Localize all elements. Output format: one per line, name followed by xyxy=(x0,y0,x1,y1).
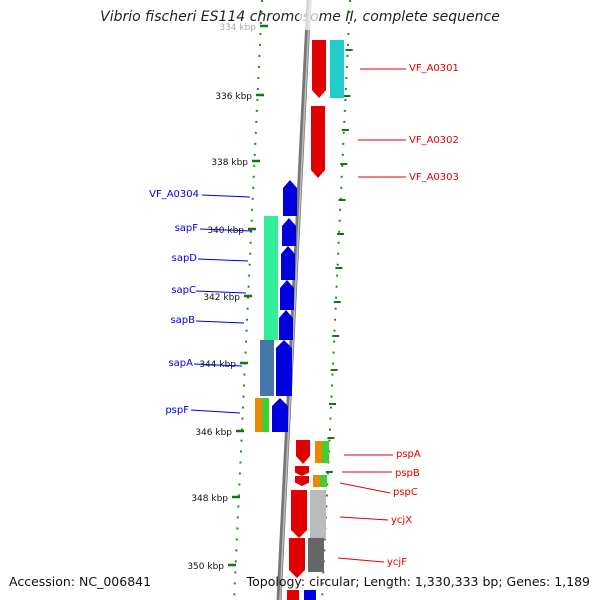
scale-label: 350 kbp xyxy=(187,562,224,572)
label-sapB: sapB xyxy=(170,315,195,326)
gene-labels: VF_A0301 VF_A0302 VF_A0303 pspA pspB pspC ycjX… xyxy=(149,63,459,568)
gene-ycjX xyxy=(291,490,307,538)
label-VF_A0304: VF_A0304 xyxy=(149,189,199,200)
gene-sap-category xyxy=(264,216,278,340)
scale-label: 340 kbp xyxy=(207,226,244,236)
gene-features xyxy=(255,40,344,600)
label-ycjF: ycjF xyxy=(387,557,407,568)
dotted-guides xyxy=(233,0,351,600)
gene-sapA-category xyxy=(260,340,274,396)
gene-next-forward xyxy=(287,590,299,600)
scale-label: 336 kbp xyxy=(215,92,252,102)
gene-pspA-category-1 xyxy=(315,441,322,463)
gene-ycjF xyxy=(289,538,305,578)
top-fade xyxy=(299,0,319,30)
gene-pspF xyxy=(272,398,288,432)
label-sapF: sapF xyxy=(175,223,199,234)
label-sapC-leader xyxy=(195,290,247,294)
gene-VF_A0301-category xyxy=(330,40,344,98)
label-pspC: pspC xyxy=(393,487,418,498)
gene-sapD xyxy=(281,246,295,280)
scale-label: 338 kbp xyxy=(211,158,248,168)
accession-label: Accession: NC_006841 xyxy=(9,574,152,589)
backbone-highlight xyxy=(279,0,311,600)
gene-pspB xyxy=(295,466,309,476)
inner-dotted-left xyxy=(233,0,263,600)
inner-dotted-right xyxy=(321,0,351,600)
label-VF_A0304-leader xyxy=(201,194,251,198)
gene-pspC-category-2 xyxy=(320,475,327,487)
label-sapB-leader xyxy=(195,320,245,324)
gene-sapA xyxy=(276,340,292,396)
gene-pspF-category-2 xyxy=(262,398,269,432)
scale-label: 334 kbp xyxy=(219,23,256,33)
label-VF_A0303: VF_A0303 xyxy=(409,172,459,183)
label-pspF: pspF xyxy=(165,405,189,416)
label-ycjX-leader xyxy=(339,516,389,521)
label-sapD-leader xyxy=(197,258,249,262)
gene-sapC xyxy=(280,280,294,310)
label-sapD: sapD xyxy=(172,253,198,264)
gene-VF_A0304 xyxy=(283,180,297,216)
label-pspA: pspA xyxy=(396,449,421,460)
gene-sapF xyxy=(282,218,296,246)
label-sapA: sapA xyxy=(168,358,193,369)
gene-pspC-category-1 xyxy=(313,475,320,487)
scale-label: 342 kbp xyxy=(203,293,240,303)
label-sapC: sapC xyxy=(171,285,196,296)
gene-VF_A0301 xyxy=(312,40,326,98)
gene-next-reverse xyxy=(304,590,316,600)
gene-ycjX-category xyxy=(310,490,326,538)
topology-label: Topology: circular; Length: 1,330,333 bp… xyxy=(246,574,590,589)
gene-ycjF-category xyxy=(308,538,324,572)
label-ycjF-leader xyxy=(337,557,385,563)
gene-pspC xyxy=(295,476,309,486)
label-sapF-leader xyxy=(199,228,253,232)
label-sapA-leader xyxy=(193,363,243,367)
label-VF_A0302: VF_A0302 xyxy=(409,135,459,146)
gene-pspA xyxy=(296,440,310,464)
scale-label: 346 kbp xyxy=(195,428,232,438)
label-pspF-leader xyxy=(190,409,241,414)
gene-pspA-category-2 xyxy=(322,441,329,463)
scale-label: 348 kbp xyxy=(191,494,228,504)
label-VF_A0301: VF_A0301 xyxy=(409,63,459,74)
label-pspC-leader xyxy=(339,482,391,494)
label-pspB: pspB xyxy=(395,468,420,479)
gene-pspF-category-1 xyxy=(255,398,262,432)
gene-sapB xyxy=(279,310,293,340)
gene-VF_A0302 xyxy=(311,106,325,178)
label-ycjX: ycjX xyxy=(391,515,412,526)
